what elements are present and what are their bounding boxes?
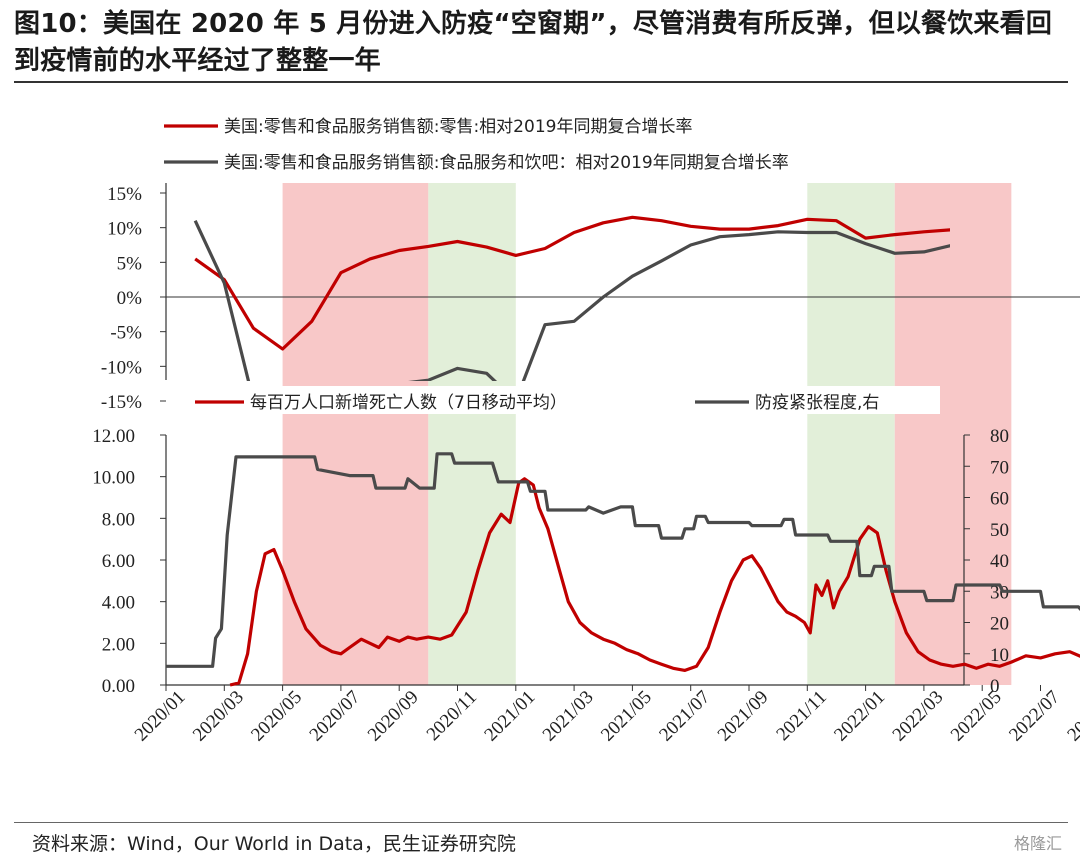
top-legend-label-2: 美国:零售和食品服务销售额:食品服务和饮吧：相对2019年同期复合增长率 bbox=[224, 153, 789, 173]
bottom-right-y-tick-label: 50 bbox=[990, 520, 1009, 541]
bottom-chart-legend: 每百万人口新增死亡人数（7日移动平均） 防疫紧张程度,右 bbox=[190, 386, 940, 414]
bottom-right-y-tick-label: 40 bbox=[990, 551, 1009, 572]
bottom-right-y-tick-label: 20 bbox=[990, 614, 1009, 635]
bottom-left-y-tick-label: 8.00 bbox=[102, 509, 135, 530]
top-legend-label-1: 美国:零售和食品服务销售额:零售:相对2019年同期复合增长率 bbox=[224, 117, 692, 137]
x-tick-label: 2021/05 bbox=[597, 687, 656, 746]
x-tick-label: 2022/07 bbox=[1005, 687, 1064, 746]
x-axis-ticks: 2020/01 2020/03 2020/05 2020/07 2020/09 2020/… bbox=[131, 685, 1080, 746]
top-chart-legend: 美国:零售和食品服务销售额:零售:相对2019年同期复合增长率美国:零售和食品服… bbox=[164, 117, 789, 173]
source-divider bbox=[14, 822, 1068, 823]
bottom-left-y-tick-label: 12.00 bbox=[92, 426, 135, 447]
x-tick-label: 2021/03 bbox=[539, 687, 598, 746]
x-tick-label: 2020/07 bbox=[306, 687, 365, 746]
title-divider bbox=[14, 81, 1068, 83]
shaded-period-1 bbox=[282, 183, 429, 685]
x-tick-label: 2022/01 bbox=[830, 687, 889, 746]
bottom-legend-label-1: 每百万人口新增死亡人数（7日移动平均） bbox=[250, 393, 567, 413]
bottom-right-y-tick-label: 70 bbox=[990, 457, 1009, 478]
bottom-left-y-tick-label: 4.00 bbox=[102, 593, 135, 614]
top-y-tick-label: 0% bbox=[117, 288, 143, 309]
shaded-period-2 bbox=[428, 183, 516, 685]
bottom-series-line-1 bbox=[229, 477, 1080, 687]
bottom-legend-background bbox=[190, 386, 940, 414]
top-y-tick-label: -10% bbox=[101, 357, 142, 378]
bottom-legend-label-2: 防疫紧张程度,右 bbox=[755, 393, 879, 413]
bottom-right-y-tick-label: 0 bbox=[990, 676, 1000, 697]
top-chart-y-ticks: 15% 10% 5% 0% -5% -10% -15% bbox=[101, 184, 166, 413]
top-chart-axes bbox=[165, 183, 1080, 380]
x-tick-label: 2021/11 bbox=[772, 687, 830, 745]
bottom-chart-left-y-ticks: 12.00 10.00 8.00 6.00 4.00 2.00 0.00 bbox=[92, 426, 166, 697]
top-chart: 15% 10% 5% 0% -5% -10% -15% 美国:零售和食品服务销售额:零售:相… bbox=[101, 117, 1080, 413]
top-y-tick-label: 15% bbox=[107, 184, 142, 205]
chart-title: 图10：美国在 2020 年 5 月份进入防疫“空窗期”，尽管消费有所反弹，但以… bbox=[14, 9, 1053, 76]
shaded-period-3 bbox=[807, 183, 895, 685]
top-y-tick-label: -15% bbox=[101, 392, 142, 413]
x-tick-label: 2021/01 bbox=[480, 687, 539, 746]
bottom-left-y-tick-label: 10.00 bbox=[92, 468, 135, 489]
bottom-right-y-tick-label: 60 bbox=[990, 489, 1009, 510]
x-tick-label: 2021/09 bbox=[714, 687, 773, 746]
watermark: 格隆汇 bbox=[1013, 834, 1062, 853]
bottom-chart-right-y-ticks: 80 70 60 50 40 30 20 10 0 bbox=[964, 426, 1009, 697]
bottom-right-y-tick-label: 80 bbox=[990, 426, 1009, 447]
top-series-line-2 bbox=[193, 220, 950, 381]
shaded-periods bbox=[282, 183, 1012, 685]
x-tick-label: 2020/03 bbox=[189, 687, 248, 746]
bottom-left-y-tick-label: 2.00 bbox=[102, 634, 135, 655]
bottom-left-y-tick-label: 0.00 bbox=[102, 676, 135, 697]
bottom-left-y-tick-label: 6.00 bbox=[102, 551, 135, 572]
top-y-tick-label: -5% bbox=[110, 323, 142, 344]
bottom-series-line-2 bbox=[166, 452, 1080, 668]
top-y-tick-label: 10% bbox=[107, 219, 142, 240]
x-tick-label: 2021/07 bbox=[655, 687, 714, 746]
bottom-right-y-tick-label: 30 bbox=[990, 582, 1009, 603]
x-tick-label: 2020/11 bbox=[423, 687, 481, 745]
bottom-chart-lines bbox=[166, 452, 1080, 687]
top-series-line-1 bbox=[194, 215, 950, 351]
x-tick-label: 2022/09 bbox=[1063, 687, 1080, 746]
x-tick-label: 2022/03 bbox=[889, 687, 948, 746]
top-y-tick-label: 5% bbox=[117, 253, 143, 274]
source-note: 资料来源：Wind，Our World in Data，民生证券研究院 bbox=[32, 833, 516, 855]
x-tick-label: 2020/09 bbox=[364, 687, 423, 746]
top-chart-lines bbox=[193, 215, 950, 381]
x-tick-label: 2020/05 bbox=[247, 687, 306, 746]
x-tick-label: 2020/01 bbox=[131, 687, 190, 746]
bottom-right-y-tick-label: 10 bbox=[990, 645, 1009, 666]
x-tick-label: 2022/05 bbox=[947, 687, 1006, 746]
